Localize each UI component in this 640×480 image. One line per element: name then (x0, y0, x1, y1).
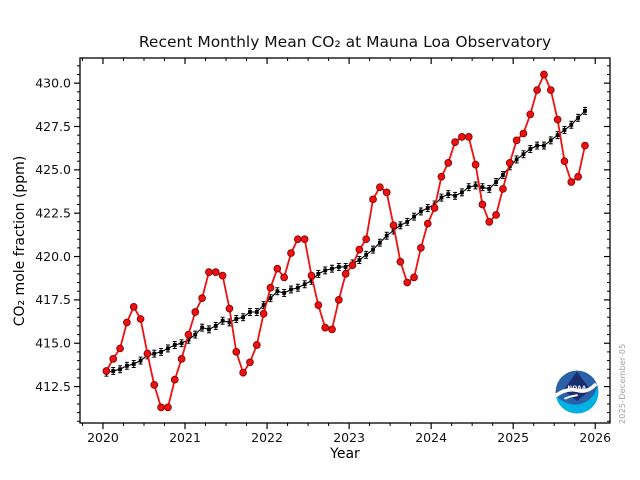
svg-text:417.5: 417.5 (35, 292, 71, 307)
svg-text:415.0: 415.0 (35, 336, 71, 351)
svg-text:422.5: 422.5 (35, 205, 71, 220)
chart-title: Recent Monthly Mean CO₂ at Mauna Loa Obs… (138, 33, 552, 51)
series-monthly-mean (102, 70, 589, 412)
noaa-logo-gull-wing (564, 394, 578, 400)
svg-text:2025: 2025 (497, 430, 529, 445)
plot-frame (79, 57, 611, 424)
svg-text:427.5: 427.5 (35, 119, 71, 134)
svg-text:412.5: 412.5 (35, 379, 71, 394)
noaa-logo-kite (563, 371, 591, 401)
noaa-logo-text: NOAA (568, 386, 587, 392)
axes: 2020 2021 2022 2023 2024 2025 2026 412.5 415.0 41… (35, 58, 611, 445)
x-axis-label: Year (330, 446, 360, 462)
svg-text:2021: 2021 (169, 430, 201, 445)
svg-text:420.0: 420.0 (35, 249, 71, 264)
svg-text:430.0: 430.0 (35, 75, 71, 90)
svg-text:2024: 2024 (415, 430, 447, 445)
noaa-logo: NOAA (555, 370, 599, 414)
noaa-logo-wave (555, 385, 599, 414)
plot-date-stamp: 2025-December-05 (618, 343, 627, 425)
svg-text:2022: 2022 (251, 430, 283, 445)
svg-text:425.0: 425.0 (35, 162, 71, 177)
noaa-logo-gull-icon (555, 383, 597, 398)
svg-text:2020: 2020 (87, 430, 119, 445)
svg-text:2023: 2023 (333, 430, 365, 445)
svg-text:2026: 2026 (579, 430, 611, 445)
